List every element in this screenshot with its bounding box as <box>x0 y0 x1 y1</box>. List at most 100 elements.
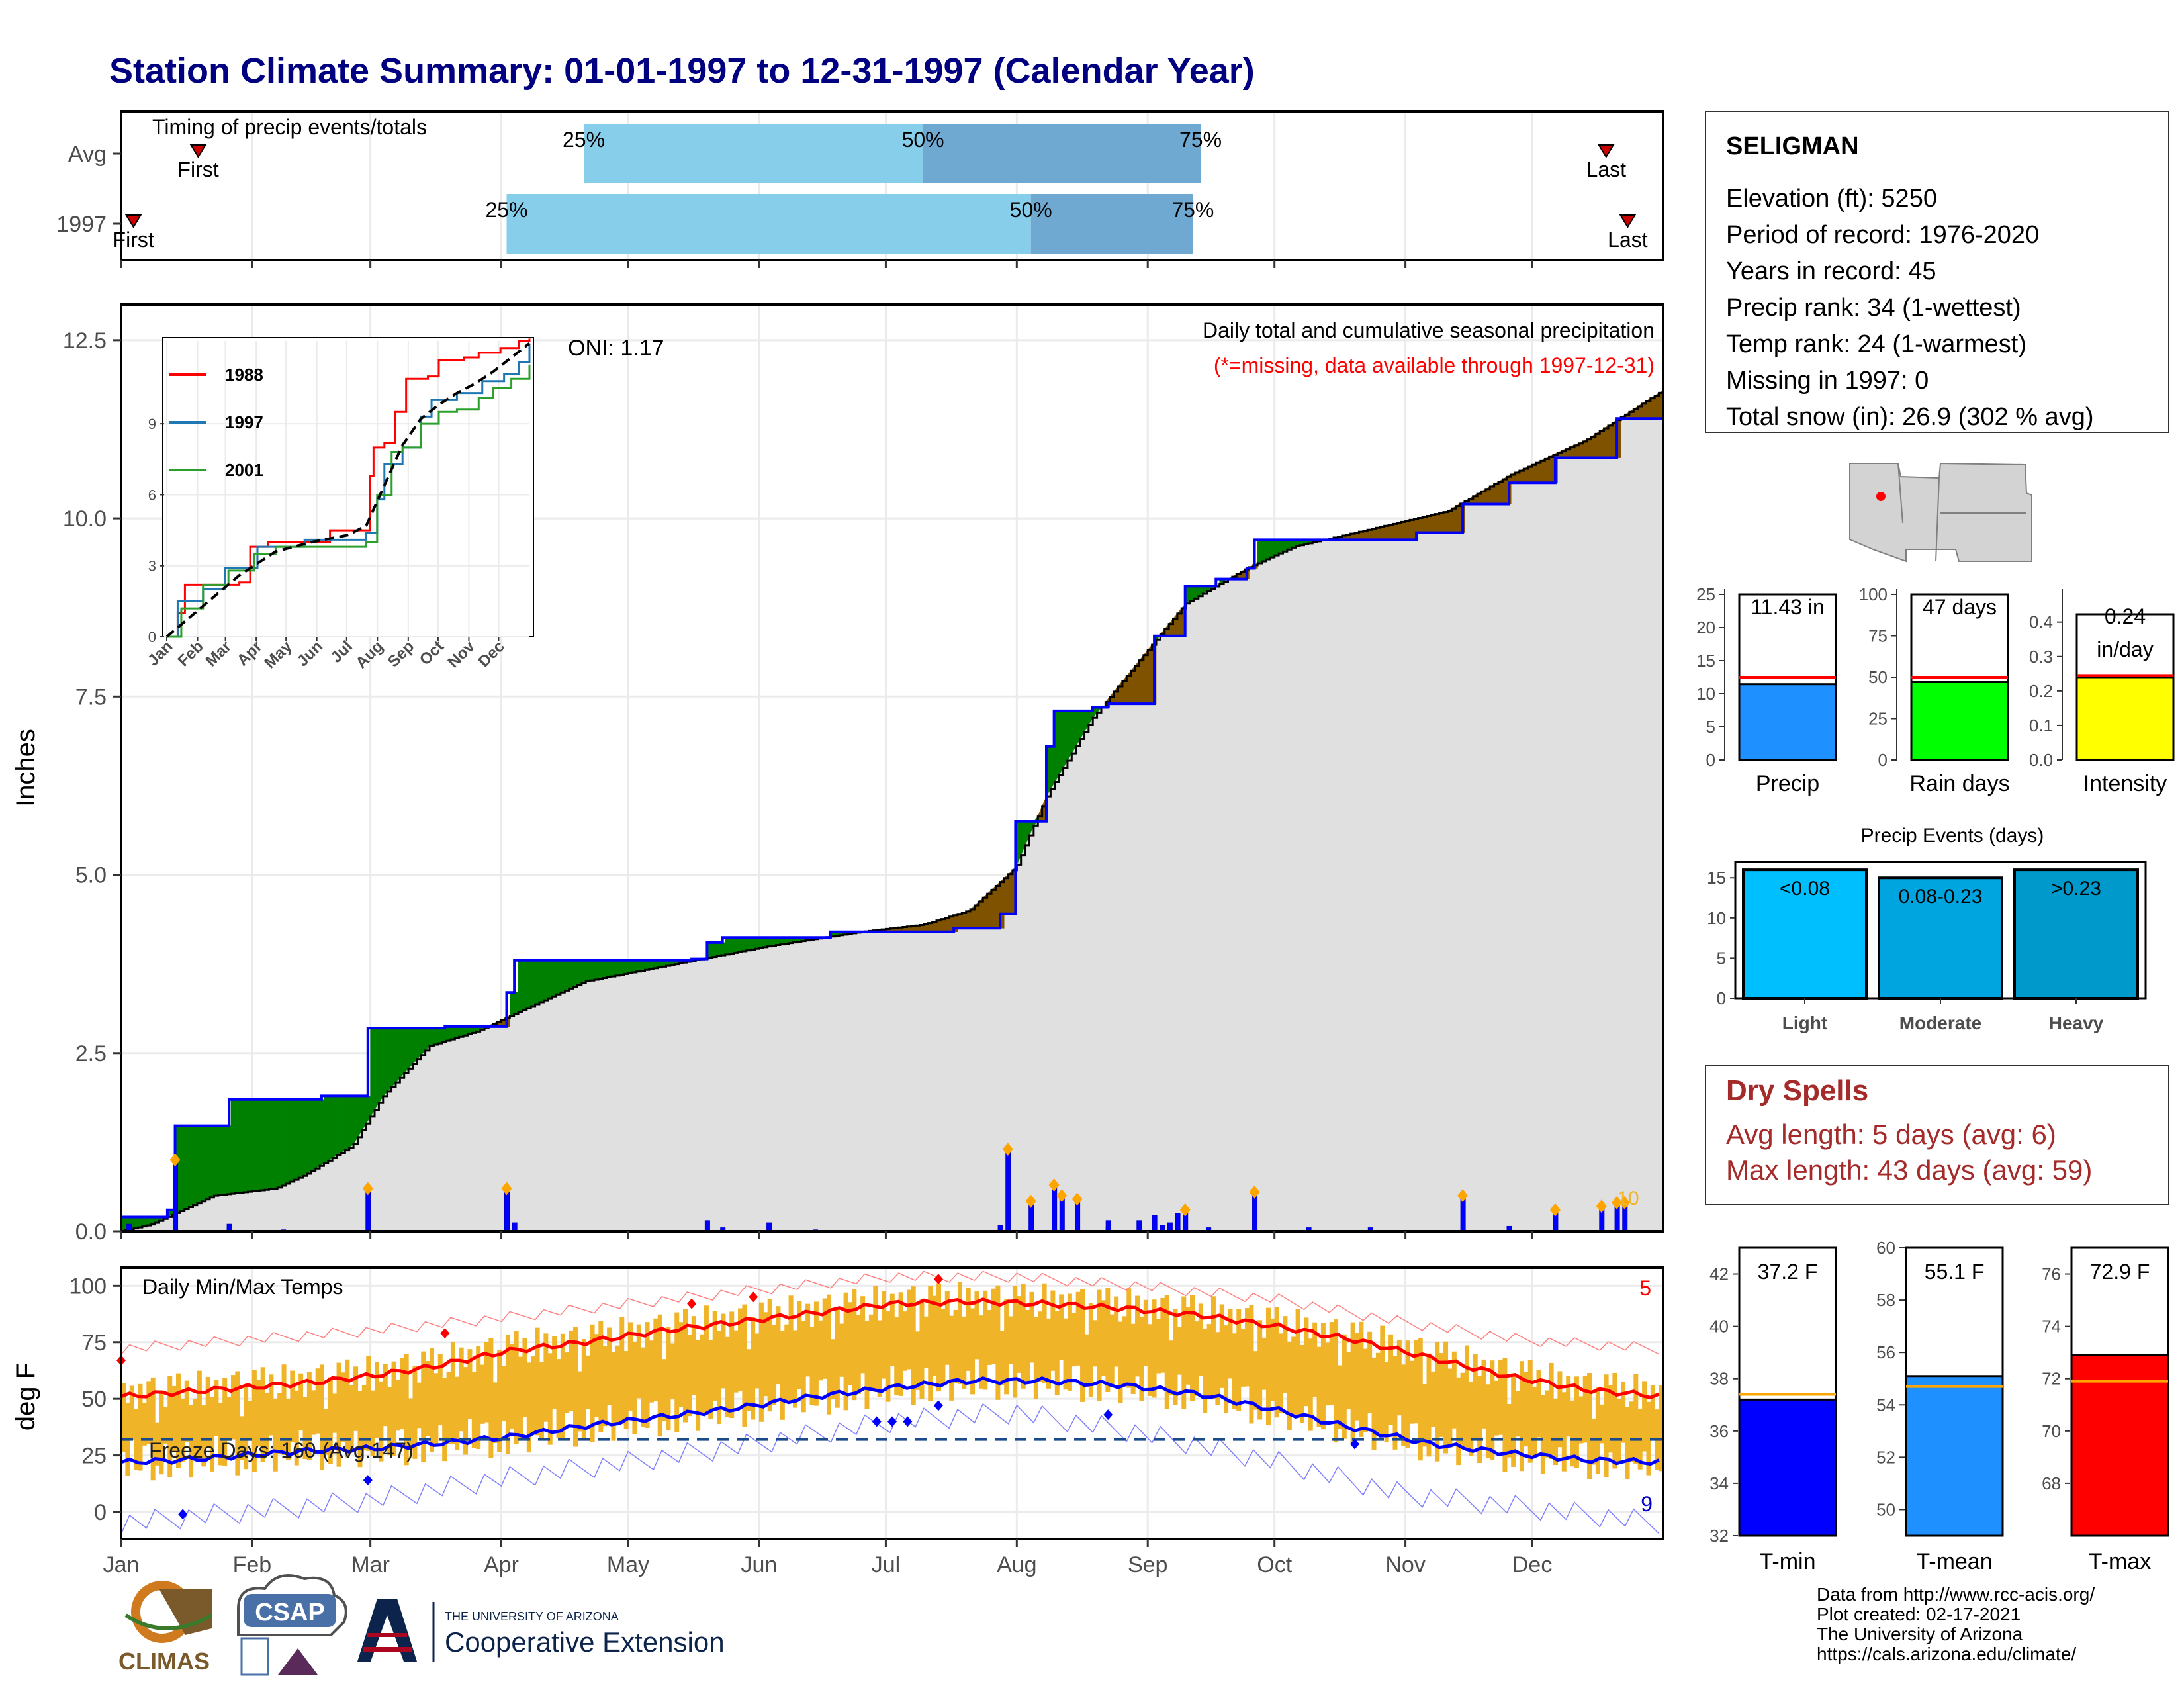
temp-bar-value <box>2070 1354 2169 1537</box>
above-average-area <box>712 942 717 957</box>
daily-temp-bar <box>518 1356 523 1438</box>
daily-temp-bar <box>1578 1396 1584 1444</box>
daily-temp-bar <box>966 1288 971 1371</box>
daily-temp-bar <box>1118 1321 1123 1403</box>
daily-temp-bar <box>632 1342 637 1434</box>
above-average-area <box>370 1027 375 1117</box>
ua-small-text: THE UNIVERSITY OF ARIZONA <box>445 1610 619 1623</box>
above-average-area <box>560 960 565 993</box>
daily-temp-bar <box>1502 1358 1508 1472</box>
daily-temp-bar <box>336 1362 341 1467</box>
daily-temp-bar <box>539 1362 544 1440</box>
daily-temp-bar <box>615 1345 620 1424</box>
daily-temp-bar <box>159 1390 164 1475</box>
record-low-marker <box>933 1400 943 1411</box>
daily-temp-bar <box>324 1409 329 1455</box>
average-max-line <box>120 1297 1660 1399</box>
temp-bar-ytick-label: 32 <box>1709 1526 1729 1546</box>
daily-temp-bar <box>1477 1376 1482 1464</box>
daily-temp-bar <box>1177 1327 1182 1375</box>
daily-temp-bar <box>395 1380 400 1431</box>
temp-bar-ytick-label: 58 <box>1876 1290 1895 1310</box>
daily-temp-bar <box>492 1382 498 1443</box>
temp-bar-ytick-label: 74 <box>2042 1317 2061 1336</box>
daily-temp-bar <box>696 1340 701 1431</box>
daily-temp-bar <box>129 1385 134 1440</box>
daily-temp-bar <box>218 1403 223 1466</box>
precip-events-chart: Precip Events (days) 0 5 10 15 <0.08 Light 0.0… <box>1707 825 2147 1033</box>
record-max-line <box>120 1270 1659 1355</box>
above-average-area <box>514 992 519 1015</box>
daily-temp-bar <box>1371 1357 1377 1450</box>
csap-logo-text: CSAP <box>255 1599 325 1626</box>
daily-temp-bar <box>302 1397 308 1460</box>
temp-bar-ytick-label: 60 <box>1876 1238 1895 1258</box>
daily-temp-bar <box>1587 1373 1592 1479</box>
daily-temp-bar <box>619 1317 625 1425</box>
daily-temp-bar <box>742 1304 747 1427</box>
above-average-area <box>243 1099 248 1193</box>
above-average-area <box>180 1125 185 1211</box>
temp-ytick-label: 75 <box>81 1331 107 1356</box>
daily-temp-bar <box>1464 1345 1469 1450</box>
daily-temp-bar <box>306 1372 312 1460</box>
daily-temp-bar <box>1135 1295 1140 1377</box>
daily-temp-bar <box>754 1333 760 1389</box>
daily-temp-bar <box>1494 1380 1499 1436</box>
daily-temp-bar <box>1650 1385 1655 1440</box>
daily-temp-bar <box>623 1351 629 1430</box>
daily-temp-bar <box>1088 1303 1093 1397</box>
above-average-area <box>345 1096 350 1151</box>
daily-temp-bar <box>678 1322 684 1407</box>
above-average-area <box>395 1027 400 1083</box>
month-label: Apr <box>484 1552 519 1577</box>
daily-temp-bar <box>1169 1340 1174 1395</box>
above-average-area <box>509 992 514 1017</box>
daily-temp-bar <box>1291 1336 1297 1415</box>
above-average-area <box>716 942 721 957</box>
above-average-area <box>581 960 586 983</box>
daily-temp-bar <box>886 1311 891 1402</box>
timing-last-marker <box>1619 214 1637 228</box>
daily-temp-bar <box>556 1359 561 1438</box>
record-high-marker <box>687 1298 697 1309</box>
above-average-area <box>387 1027 392 1092</box>
timing-last-label: Last <box>1608 228 1648 252</box>
events-bar <box>2013 868 2139 1000</box>
daily-temp-bar <box>430 1348 434 1452</box>
daily-temp-bar <box>1612 1372 1617 1469</box>
daily-temp-bar <box>1409 1360 1414 1424</box>
footer: Data from http://www.rcc-acis.org/Plot c… <box>118 1574 2095 1676</box>
ua-logo: THE UNIVERSITY OF ARIZONA Cooperative Ex… <box>357 1599 725 1662</box>
small-bar-label: Intensity <box>2083 771 2167 796</box>
daily-temp-bar <box>1316 1346 1322 1428</box>
daily-temp-bar <box>1173 1309 1178 1405</box>
daily-precip-marker <box>1619 1196 1630 1209</box>
footer-line: Data from http://www.rcc-acis.org/ <box>1817 1584 2095 1605</box>
daily-precip-marker <box>1457 1189 1469 1203</box>
daily-temp-bar <box>357 1391 363 1468</box>
daily-precip-marker <box>1249 1185 1260 1199</box>
above-average-area <box>746 937 751 951</box>
daily-temp-bar <box>230 1375 236 1440</box>
daily-temp-bar <box>1245 1308 1250 1387</box>
daily-temp-bar <box>721 1313 726 1389</box>
precip-ytick-label: 12.5 <box>63 328 107 353</box>
station-info-line: Total snow (in): 26.9 (302 % avg) <box>1726 403 2094 431</box>
small-bar-label: Precip <box>1756 771 1819 796</box>
daily-temp-bar <box>437 1354 443 1426</box>
month-label: Aug <box>997 1552 1037 1577</box>
daily-temp-bar <box>1105 1288 1111 1393</box>
above-average-area <box>205 1125 210 1200</box>
daily-temp-bar <box>1506 1403 1512 1458</box>
above-average-area <box>564 960 569 991</box>
above-average-area <box>551 960 557 997</box>
timing-bar-25-50 <box>506 194 1031 254</box>
daily-precip-bar <box>1175 1213 1181 1232</box>
daily-temp-bar <box>1126 1288 1132 1388</box>
daily-temp-bar <box>1435 1342 1440 1462</box>
dry-spells-max: Max length: 43 days (avg: 59) <box>1726 1154 2092 1186</box>
daily-temp-bar <box>974 1291 979 1360</box>
below-average-area <box>1443 510 1448 533</box>
above-average-area <box>708 942 713 959</box>
